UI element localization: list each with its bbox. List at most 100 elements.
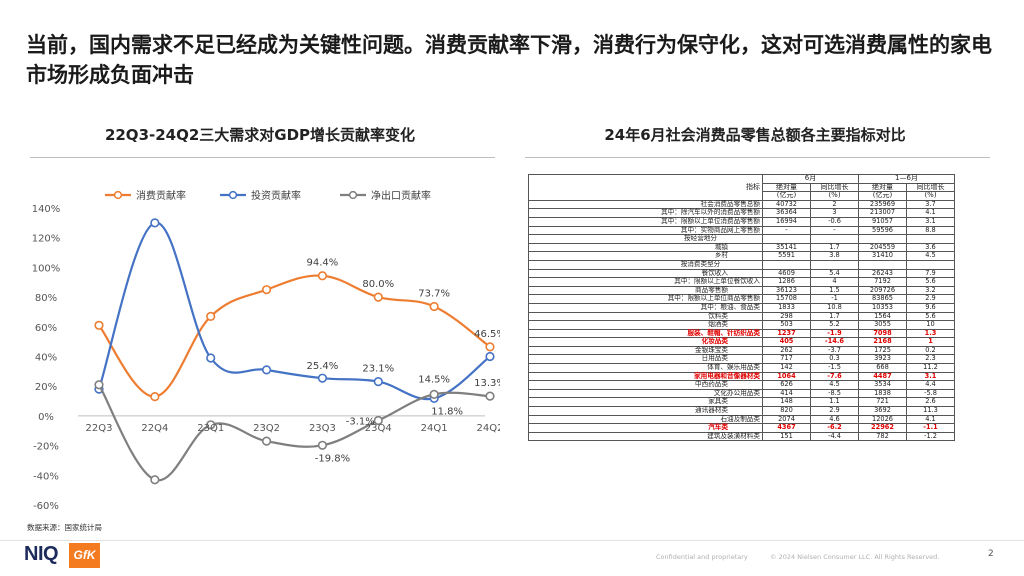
table-cell-value: 5.6 — [906, 277, 955, 287]
chart-subtitle: 22Q3-24Q2三大需求对GDP增长贡献率变化 — [104, 126, 416, 144]
x-tick-label: 22Q4 — [141, 423, 168, 434]
table-subtitle-divider — [525, 157, 990, 158]
data-point — [429, 389, 439, 399]
x-tick-label: 24Q2 — [477, 423, 500, 434]
data-label: 13.3% — [474, 378, 500, 389]
data-point — [485, 351, 495, 362]
y-tick-label: 140% — [32, 204, 61, 215]
gdp-contribution-line-chart: -60% -40% -20% 0% 20% 40% 60% 80% 100% 120% 140% 22… — [32, 189, 500, 512]
table-cell-value: 59596 — [858, 225, 907, 236]
y-tick-label: -60% — [33, 501, 59, 512]
table-cell-indicator: 乡村 — [528, 251, 763, 261]
table-cell-value: 3.8 — [810, 251, 859, 261]
retail-sales-table: 指标 6月 1—6月 绝对量 同比增长 绝对量 同比增长 (亿元) (%) (亿… — [528, 174, 955, 442]
table-row: 其中：限额以上单位消费品零售额 16994 -0.6 91057 3.1 — [528, 216, 955, 227]
table-cell-value — [810, 259, 859, 270]
table-cell-value: 10 — [906, 320, 955, 330]
data-label: 94.4% — [307, 258, 339, 269]
y-tick-label: -40% — [33, 471, 59, 482]
table-row: 石油及制品类 2074 4.6 12026 4.1 — [528, 414, 955, 425]
data-point — [485, 391, 495, 401]
table-header-unit-abs: (亿元) — [762, 191, 811, 201]
table-cell-indicator: 烟酒类 — [528, 320, 763, 330]
data-point — [261, 285, 272, 295]
table-cell-value: 1286 — [762, 277, 811, 287]
table-cell-value: 782 — [858, 431, 907, 442]
x-tick-label: 22Q3 — [86, 423, 113, 434]
table-cell-value: - — [762, 225, 811, 236]
table-row: 按消费类型分 — [528, 259, 955, 270]
table-cell-value: - — [810, 225, 859, 236]
y-tick-label: 80% — [35, 293, 57, 304]
table-cell-value: 10.8 — [810, 302, 859, 313]
table-cell-value: 4 — [810, 277, 859, 287]
table-cell-value: 10353 — [858, 302, 907, 313]
table-cell-value: 820 — [762, 406, 811, 416]
table-cell-value: -4.4 — [810, 431, 859, 442]
table-cell-value: 503 — [762, 320, 811, 330]
table-row: 其中：粮油、食品类 1833 10.8 10353 9.6 — [528, 302, 955, 313]
table-row: 文化办公用品类 414 -8.5 1838 -5.8 — [528, 388, 955, 399]
table-header-month: 6月 — [762, 174, 859, 184]
table-row: 烟酒类 503 5.2 3055 10 — [528, 320, 955, 330]
table-cell-value: 4.5 — [906, 251, 955, 261]
x-tick-label: 24Q1 — [421, 423, 448, 434]
legend-label: 消费贡献率 — [136, 189, 186, 202]
data-point — [261, 436, 272, 446]
y-tick-label: 20% — [35, 382, 57, 393]
y-tick-label: -20% — [33, 442, 59, 453]
data-label: 14.5% — [418, 374, 450, 385]
table-header-unit-yoy: (%) — [810, 191, 859, 201]
data-point — [317, 373, 328, 383]
page-number: 2 — [988, 549, 994, 559]
table-cell-value: 142 — [762, 363, 811, 373]
data-source-note: 数据来源：国家统计局 — [27, 523, 102, 532]
table-cell-value — [858, 259, 907, 270]
table-cell-value: 11.2 — [906, 363, 955, 373]
data-label: 23.1% — [362, 364, 394, 375]
table-cell-indicator: 其中：限额以上单位餐饮收入 — [528, 277, 763, 287]
data-label: 11.8% — [431, 406, 463, 417]
x-tick-label: 23Q4 — [365, 423, 392, 434]
data-label: 80.0% — [362, 279, 394, 290]
table-cell-value — [858, 234, 907, 244]
table-cell-value: 3.1 — [906, 216, 955, 227]
table-row: 商品零售额 36123 1.5 209726 3.2 — [528, 285, 955, 296]
table-cell-value: -1.2 — [906, 431, 955, 442]
table-header-indicator: 指标 — [528, 174, 763, 201]
table-row: 通讯器材类 820 2.9 3692 11.3 — [528, 406, 955, 416]
table-cell-value: 668 — [858, 363, 907, 373]
data-label: -3.1% — [346, 417, 375, 428]
table-cell-value — [906, 259, 955, 270]
data-label: -19.8% — [315, 453, 350, 464]
table-cell-value: -1.5 — [810, 363, 859, 373]
table-cell-indicator: 其中：实物商品网上零售额 — [528, 225, 763, 236]
table-cell-value: 31410 — [858, 251, 907, 261]
x-tick-label: 23Q3 — [309, 423, 336, 434]
table-header-ytd: 1—6月 — [858, 174, 955, 184]
data-point — [373, 415, 383, 426]
data-point — [373, 376, 383, 387]
confidential-note: Confidential and proprietary — [656, 553, 748, 561]
data-point — [150, 475, 160, 485]
footer-divider — [0, 540, 1024, 541]
table-row: 家用电器和音像器材类 1064 -7.6 4487 3.1 — [528, 371, 955, 382]
table-cell-value: 91057 — [858, 216, 907, 227]
table-cell-value — [762, 259, 811, 270]
y-tick-label: 40% — [35, 353, 57, 364]
data-point — [206, 420, 216, 430]
data-point — [261, 365, 272, 375]
table-cell-value — [762, 234, 811, 244]
data-point — [373, 292, 383, 302]
y-tick-label: 100% — [32, 263, 61, 274]
data-point — [485, 342, 495, 352]
table-row: 乡村 5591 3.8 31410 4.5 — [528, 251, 955, 261]
gfk-logo: GfK — [69, 543, 100, 568]
y-tick-label: 0% — [38, 412, 54, 423]
data-point — [94, 380, 104, 390]
data-point — [150, 218, 160, 228]
y-tick-label: 60% — [35, 323, 57, 334]
series-line — [97, 221, 491, 401]
table-subtitle: 24年6月社会消费品零售总额各主要指标对比 — [604, 126, 906, 144]
table-row: 其中：限额以上单位餐饮收入 1286 4 7192 5.6 — [528, 277, 955, 287]
